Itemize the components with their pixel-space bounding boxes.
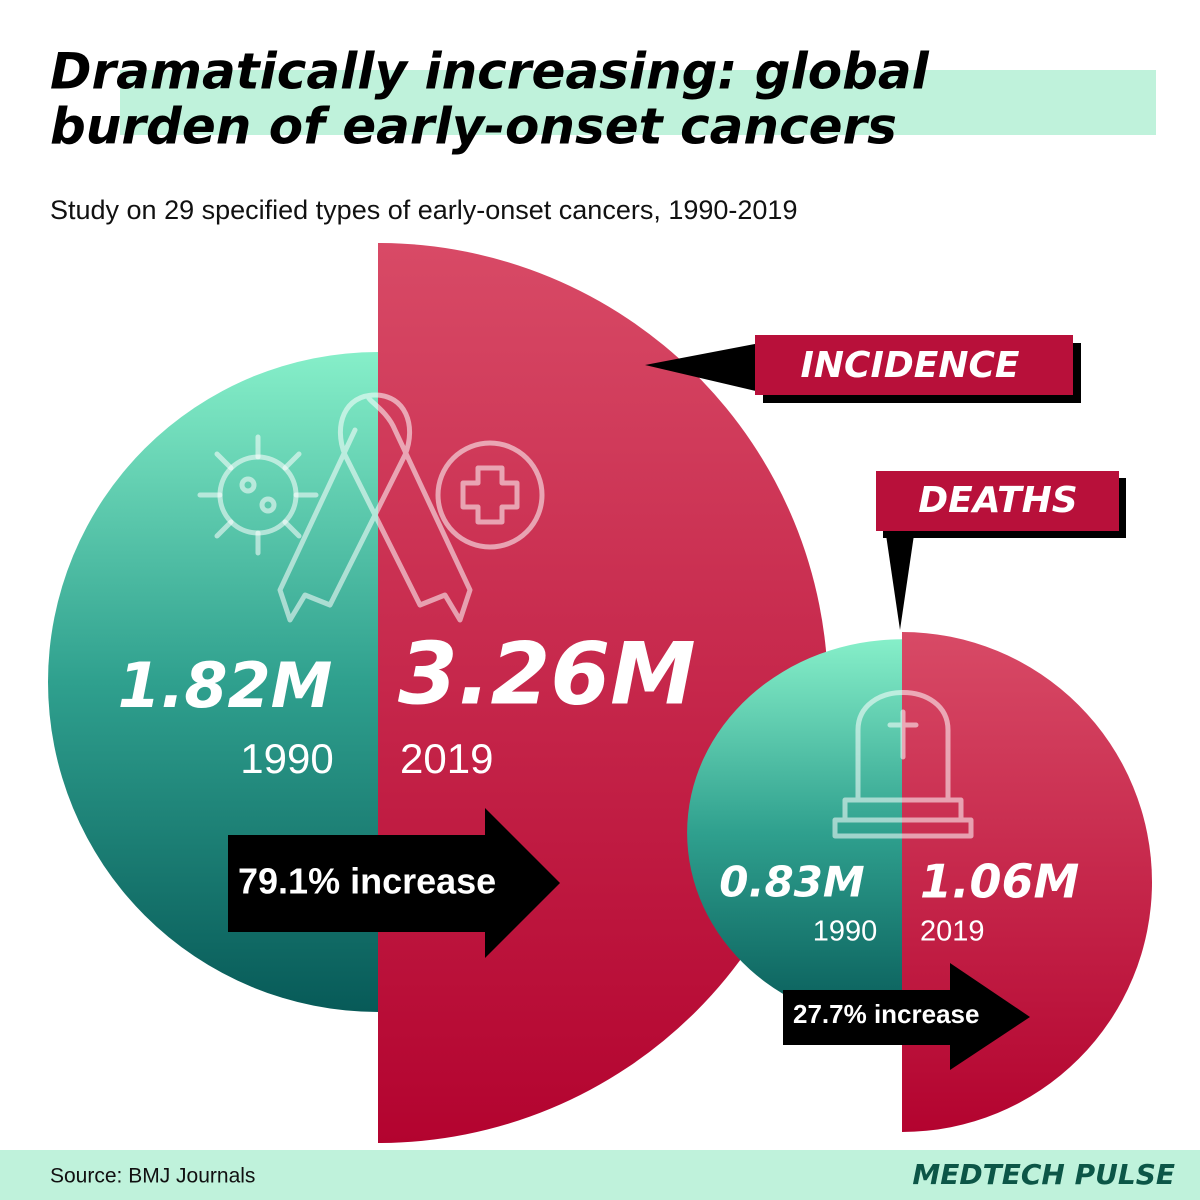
increase-label: 79.1% increase [238, 861, 496, 902]
title-line: burden of early-onset cancers [50, 98, 897, 156]
half-circle-1990 [687, 639, 902, 1027]
label-box [755, 335, 1073, 395]
value-2019: 1.06M [920, 855, 1079, 909]
subtitle: Study on 29 specified types of early-ons… [50, 195, 797, 225]
value-2019: 3.26M [398, 624, 696, 724]
pointer [645, 343, 760, 392]
icons [197, 392, 545, 623]
title-line: Dramatically increasing: global [50, 43, 930, 101]
increase-label: 27.7% increase [793, 999, 979, 1029]
year-1990: 1990 [240, 735, 333, 782]
title-highlight [120, 70, 1156, 135]
label: INCIDENCE [801, 345, 1020, 386]
label-box [876, 471, 1119, 531]
icons [832, 690, 974, 839]
increase-arrow [228, 808, 560, 958]
footer-bar [0, 1150, 1200, 1200]
value-1990: 0.83M [719, 858, 864, 907]
value-1990: 1.82M [118, 649, 333, 722]
increase-arrow [783, 963, 1030, 1070]
brand: MEDTECH PULSE [912, 1158, 1175, 1191]
year-1990: 1990 [813, 916, 878, 948]
pointer [885, 528, 915, 630]
label: DEATHS [918, 480, 1078, 521]
source: Source: BMJ Journals [50, 1165, 255, 1188]
year-2019: 2019 [400, 735, 493, 782]
year-2019: 2019 [920, 916, 985, 948]
